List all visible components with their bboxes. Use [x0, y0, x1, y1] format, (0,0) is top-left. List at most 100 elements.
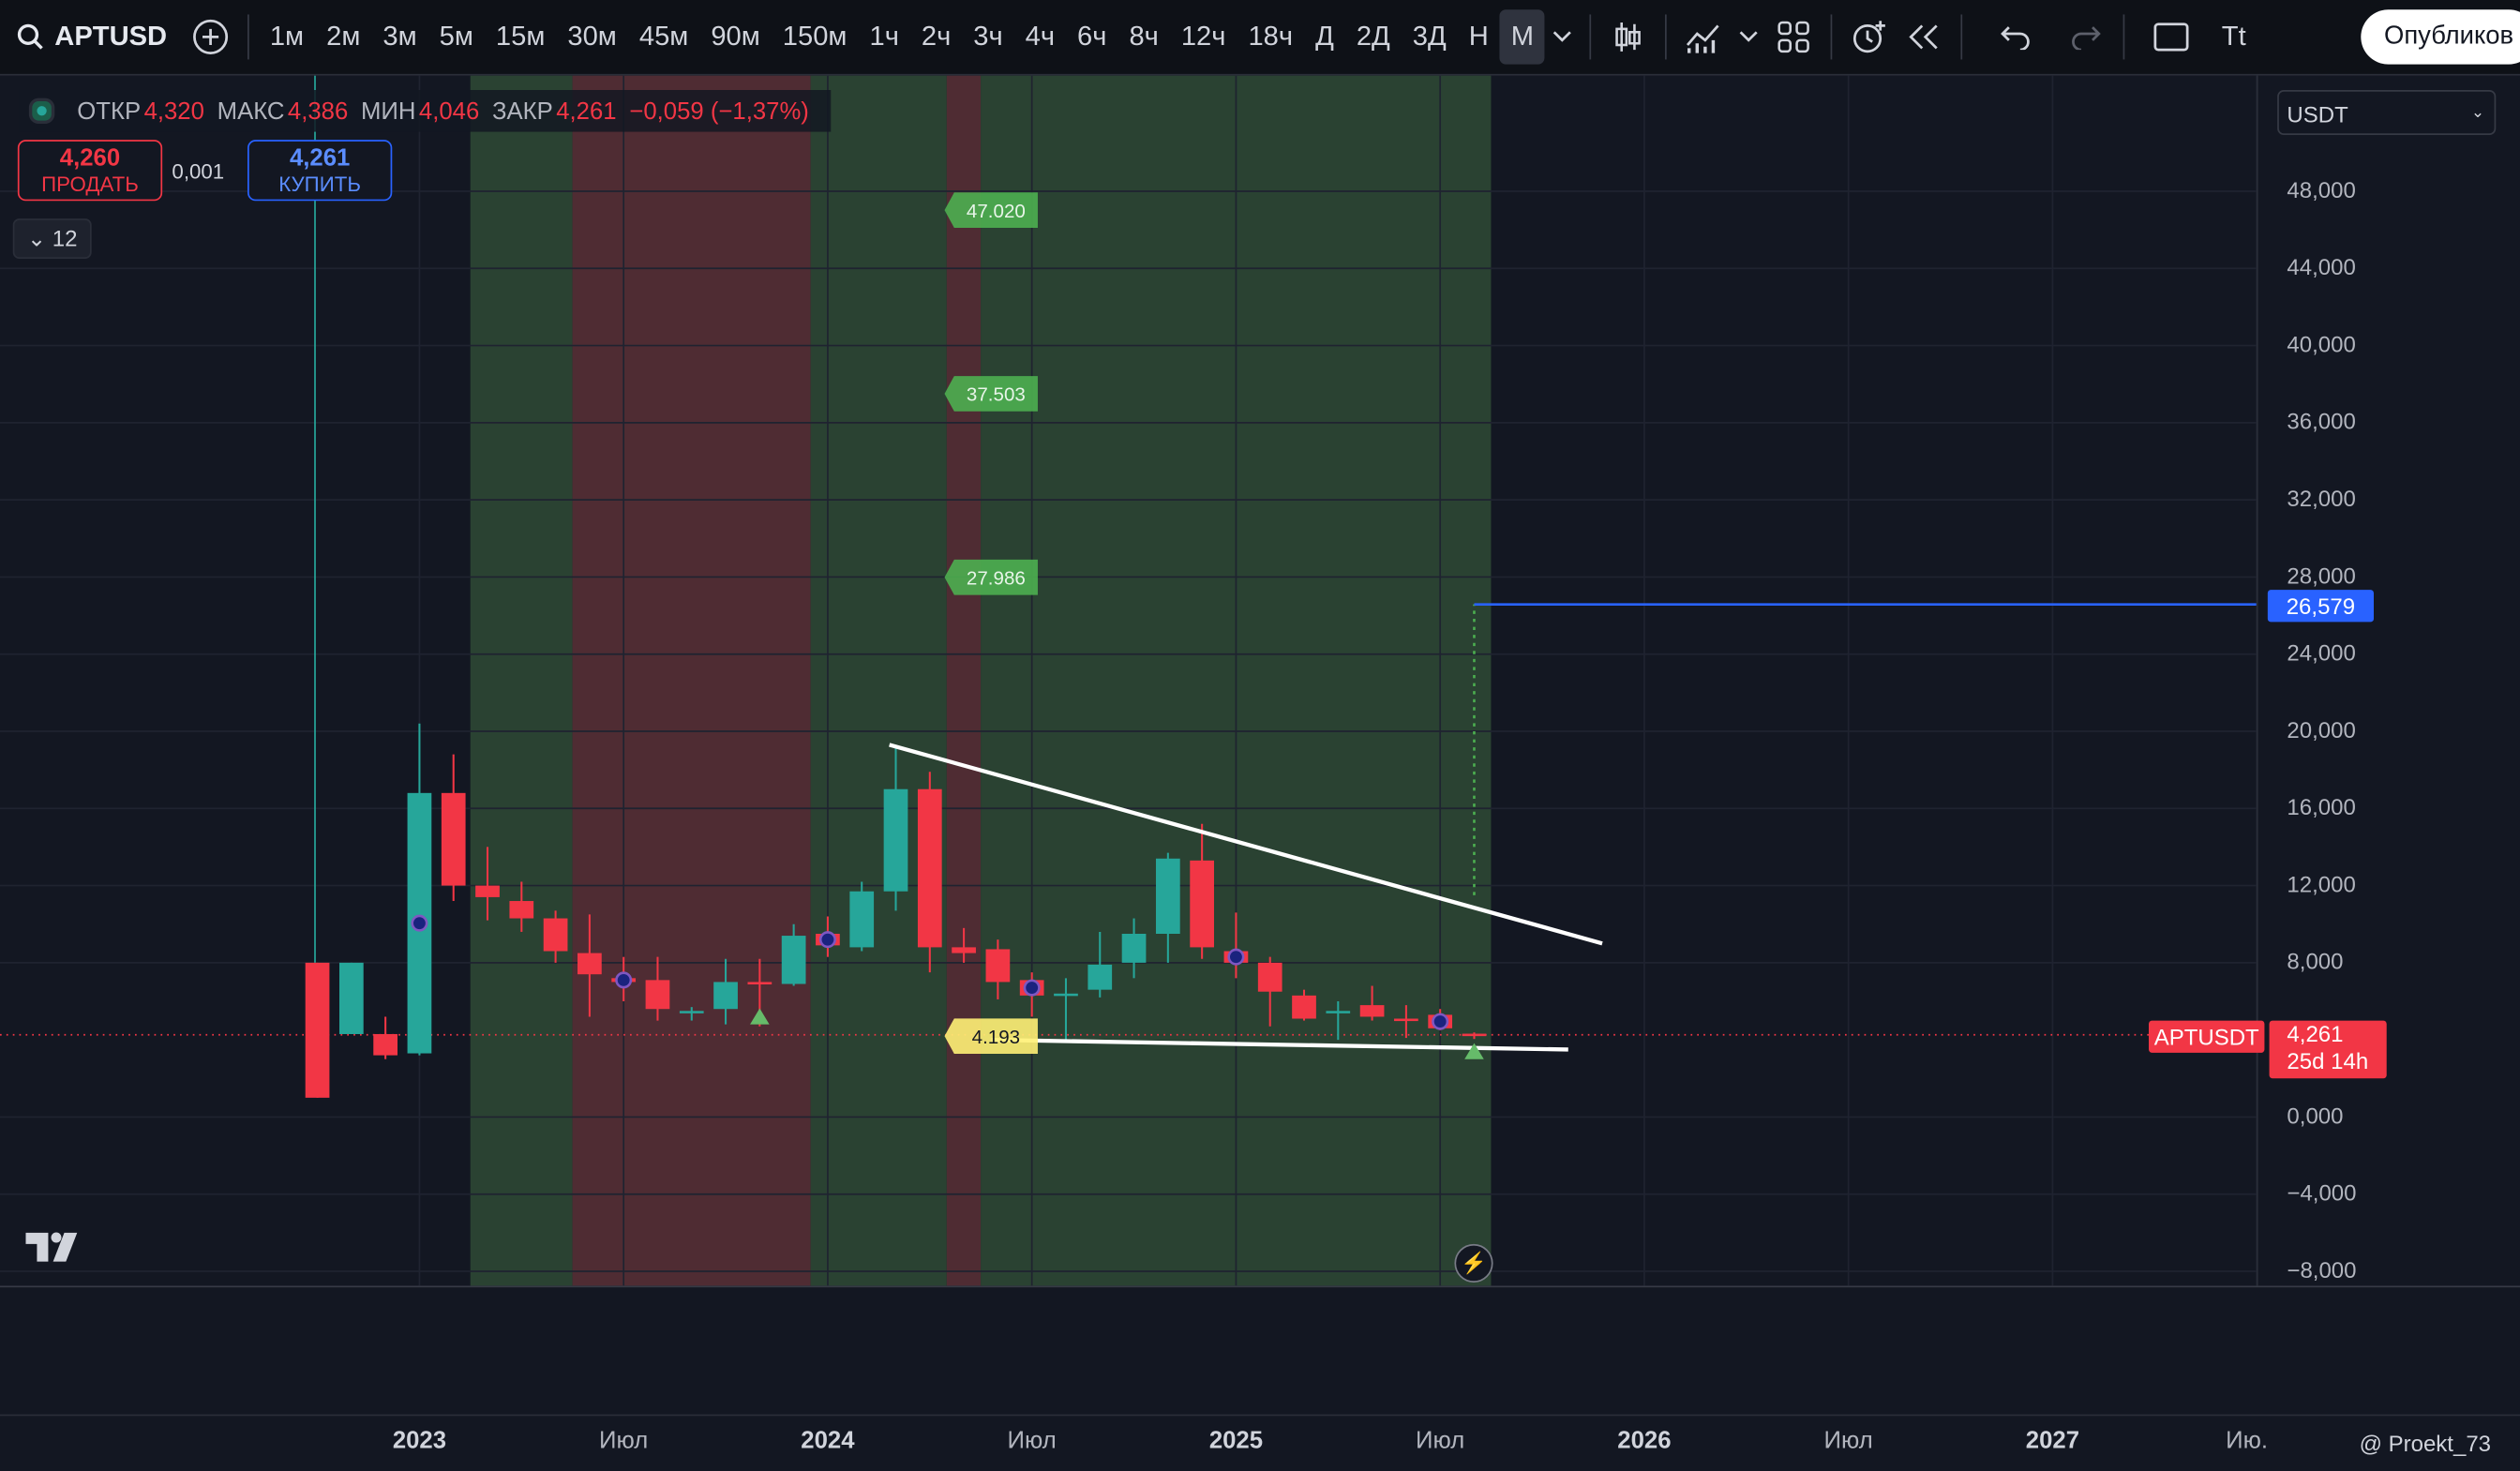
target-price-badge: 26,579 — [2267, 590, 2374, 623]
time-tick: 2023 — [392, 1427, 447, 1455]
timeframe-button[interactable]: 30м — [567, 21, 617, 52]
timeframe-button[interactable]: 6ч — [1077, 21, 1107, 52]
time-tick: Июл — [1823, 1427, 1873, 1455]
open-value: 4,320 — [143, 97, 204, 125]
fib-label: 37.503 — [967, 384, 1026, 406]
currency-select[interactable]: USDT ⌄ — [2277, 90, 2497, 135]
publish-button[interactable]: Опубликов — [2361, 9, 2520, 65]
price-tick: 40,000 — [2287, 331, 2356, 357]
symbol-status-icon — [28, 98, 55, 124]
layout-grid-icon[interactable] — [1767, 9, 1822, 64]
sell-label: ПРОДАТЬ — [41, 172, 139, 197]
time-axis[interactable] — [0, 1414, 2520, 1471]
undo-icon[interactable] — [1988, 9, 2043, 64]
timeframe-button[interactable]: 1ч — [869, 21, 899, 52]
buy-button[interactable]: 4,261 КУПИТЬ — [248, 140, 393, 202]
time-tick: 2025 — [1208, 1427, 1264, 1455]
sell-button[interactable]: 4,260 ПРОДАТЬ — [17, 140, 163, 202]
replay-icon[interactable] — [1898, 9, 1952, 64]
timeframe-button[interactable]: 1м — [269, 21, 305, 52]
fullscreen-icon[interactable] — [2145, 9, 2199, 64]
candle-body — [985, 949, 1011, 983]
candle-body — [1394, 1018, 1418, 1022]
change-value: −0,059 (−1,37%) — [629, 97, 809, 125]
low-label: МИН — [360, 97, 416, 125]
timeframe-button[interactable]: 4ч — [1025, 21, 1056, 52]
timeframe-button[interactable]: 5м — [439, 21, 473, 52]
candle-body — [883, 788, 908, 892]
price-axis[interactable] — [2256, 75, 2520, 1286]
candle-body — [305, 962, 330, 1098]
high-label: МАКС — [217, 97, 285, 125]
timeframe-button[interactable]: 3Д — [1412, 21, 1447, 52]
redo-icon[interactable] — [2060, 9, 2114, 64]
close-value: 4,261 — [556, 97, 617, 125]
symbol-name: APTUSD — [54, 21, 168, 52]
timeframe-button[interactable]: 90м — [711, 21, 760, 52]
timeframe-button[interactable]: Н — [1468, 21, 1489, 52]
chevron-down-icon[interactable] — [1545, 9, 1581, 64]
symbol-search[interactable]: APTUSD — [0, 21, 183, 53]
timeframe-button[interactable]: 2м — [326, 21, 361, 52]
open-label: ОТКР — [77, 97, 142, 125]
author-watermark: @ Proekt_73 — [2360, 1431, 2491, 1456]
lower-pane — [0, 1285, 2520, 1416]
signal-arrow — [1464, 1043, 1484, 1059]
timeframe-button[interactable]: 150м — [782, 21, 848, 52]
indicators-toggle[interactable]: ⌄ 12 — [12, 218, 92, 259]
timeframe-button[interactable]: 12ч — [1180, 21, 1226, 52]
timeframe-button[interactable]: 2ч — [921, 21, 952, 52]
low-value: 4,046 — [418, 97, 480, 125]
spread-value: 0,001 — [172, 158, 225, 184]
last-price-value: 4,261 — [2287, 1020, 2344, 1046]
candle-body — [952, 947, 976, 953]
symbol-price-badge: APTUSDT — [2149, 1020, 2265, 1053]
indicators-icon[interactable] — [1677, 9, 1732, 64]
separator — [2123, 14, 2125, 60]
fib-label: 27.986 — [967, 567, 1026, 589]
candle-body — [1054, 993, 1078, 997]
timeframe-button[interactable]: 3ч — [973, 21, 1003, 52]
timeframe-button[interactable]: 2Д — [1356, 21, 1390, 52]
fib-label-tag — [944, 1018, 1038, 1055]
event-marker — [818, 931, 836, 949]
chevron-down-icon: ⌄ — [26, 225, 47, 251]
timeframe-button[interactable]: Д — [1315, 21, 1334, 52]
candle-body — [578, 953, 602, 975]
chevron-down-icon[interactable] — [1732, 9, 1767, 64]
candle-body — [781, 936, 806, 984]
candle-body — [1359, 1005, 1385, 1017]
timeframe-button[interactable]: 8ч — [1129, 21, 1159, 52]
candles-icon[interactable] — [1601, 9, 1656, 64]
trendline — [889, 743, 1603, 946]
lightning-icon[interactable]: ⚡ — [1454, 1243, 1493, 1283]
chart-plot[interactable]: 47.020 37.503 27.986 4.193 — [0, 75, 2257, 1286]
cut-label: Tt — [2221, 21, 2246, 52]
timeframe-button[interactable]: 3м — [382, 21, 417, 52]
time-tick: Ию. — [2226, 1427, 2269, 1455]
price-tick: 12,000 — [2287, 871, 2356, 897]
buy-price: 4,261 — [289, 144, 351, 173]
candle-body — [1155, 858, 1180, 934]
candle-body — [645, 980, 670, 1010]
candle-body — [441, 792, 466, 886]
bar-countdown: 25d 14h — [2287, 1047, 2369, 1074]
high-value: 4,386 — [287, 97, 349, 125]
event-marker — [1227, 948, 1245, 966]
separator — [1831, 14, 1833, 60]
author-name: @ Proekt_73 — [2359, 1430, 2492, 1457]
alert-clock-icon[interactable] — [1842, 9, 1897, 64]
last-price-badge: 4,261 25d 14h — [2269, 1020, 2387, 1079]
compare-add-button[interactable] — [183, 9, 237, 64]
timeframe-button[interactable]: 15м — [495, 21, 546, 52]
price-tick: −8,000 — [2287, 1256, 2357, 1283]
timeframe-button[interactable]: М — [1499, 9, 1546, 65]
separator — [1665, 14, 1668, 60]
candle-body — [1088, 964, 1113, 990]
timeframe-button[interactable]: 45м — [638, 21, 689, 52]
separator — [1590, 14, 1592, 60]
fib-label: 4.193 — [972, 1027, 1020, 1048]
price-tick: 8,000 — [2287, 948, 2344, 974]
timeframe-button[interactable]: 18ч — [1248, 21, 1294, 52]
